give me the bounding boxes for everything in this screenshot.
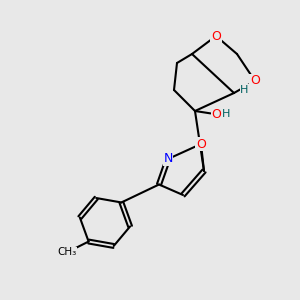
Text: O: O (250, 74, 260, 88)
Text: O: O (212, 107, 221, 121)
Text: H: H (222, 109, 230, 119)
Text: H: H (240, 85, 249, 95)
Text: CH₃: CH₃ (57, 247, 76, 257)
Text: N: N (163, 152, 173, 166)
Text: O: O (196, 137, 206, 151)
Text: O: O (211, 29, 221, 43)
